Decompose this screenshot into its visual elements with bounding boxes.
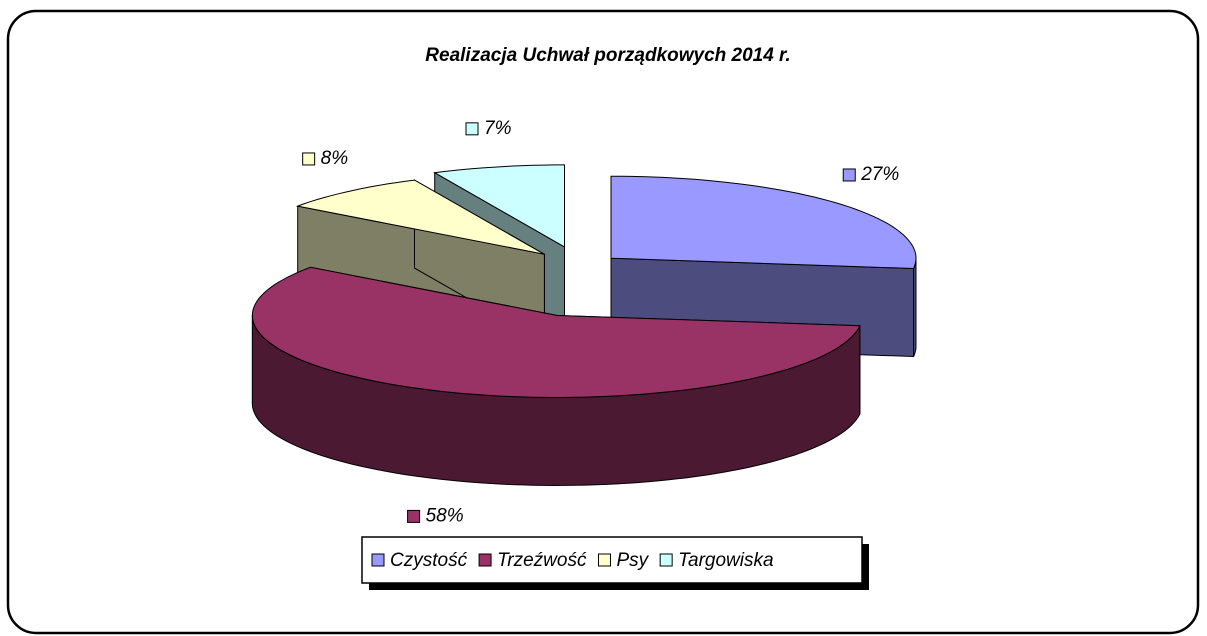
label-swatch [842, 168, 856, 182]
label-swatch [407, 509, 421, 523]
slice [295, 179, 545, 255]
label-swatch [302, 152, 316, 166]
pie: 27% 58% 8% 7% [251, 118, 917, 526]
legend-label: Trzeźwość [497, 550, 587, 571]
legend-swatch [371, 553, 385, 567]
legend-label: Psy [616, 550, 649, 571]
data-label: 58% [426, 505, 464, 526]
slice-side [913, 258, 917, 357]
slice [251, 266, 861, 398]
slice [610, 175, 917, 270]
legend-swatch [478, 553, 492, 567]
data-label: 7% [484, 118, 512, 139]
label-swatch [465, 122, 479, 136]
chart-title: Realizacja Uchwał porządkowych 2014 r. [425, 45, 790, 66]
legend-label: Czystość [390, 550, 468, 571]
legend: Czystość Trzeźwość Psy Targowiska [361, 536, 869, 590]
data-label: 27% [860, 164, 899, 185]
legend-swatch [659, 553, 673, 567]
legend-label: Targowiska [678, 550, 773, 571]
slice [433, 164, 565, 248]
legend-box [361, 536, 863, 584]
data-label: 8% [321, 148, 349, 169]
legend-swatch [597, 553, 611, 567]
